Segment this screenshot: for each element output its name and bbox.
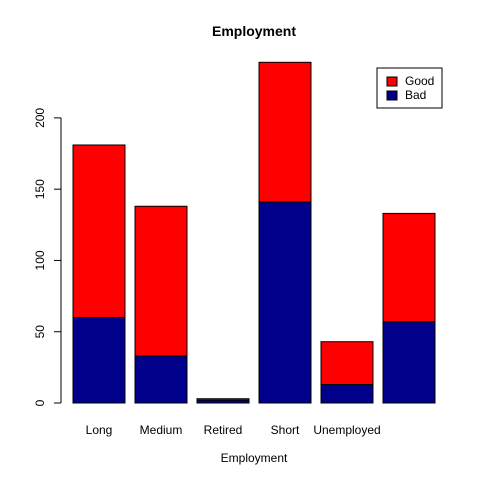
x-tick-label-unemployed: Unemployed [313,423,380,437]
y-tick-label: 200 [33,108,47,128]
legend-swatch-good [386,76,398,87]
x-tick-label-long: Long [86,423,113,437]
bar-good-unemployed [320,341,374,385]
x-tick-label-short: Short [271,423,300,437]
x-axis-labels: Long Medium Retired Short Unemployed [86,423,381,437]
x-tick-label-retired: Retired [204,423,243,437]
legend-label-good: Good [405,74,434,88]
legend-box [376,67,443,109]
legend-swatch-bad [386,90,398,101]
chart-title: Employment [212,23,296,39]
bar-good-medium [134,205,188,357]
bar-good-short [258,61,312,203]
legend-label-bad: Bad [405,88,426,102]
y-tick-label: 150 [33,179,47,199]
x-tick-label-medium: Medium [140,423,183,437]
bar-bad-unemployed [320,383,374,404]
y-axis: 0 50 100 150 200 [33,108,62,406]
bar-good-retired [196,398,250,401]
bar-bad-long [72,316,126,404]
y-tick-label: 100 [33,250,47,270]
y-tick-label: 50 [33,325,47,339]
bar-good-long [72,144,126,318]
x-axis-label: Employment [221,451,288,465]
bar-good-category-6 [382,212,436,323]
bars-group [72,61,436,404]
bar-bad-medium [134,355,188,404]
bar-bad-short [258,201,312,404]
y-tick-label: 0 [33,399,47,406]
bar-bad-category-6 [382,321,436,404]
